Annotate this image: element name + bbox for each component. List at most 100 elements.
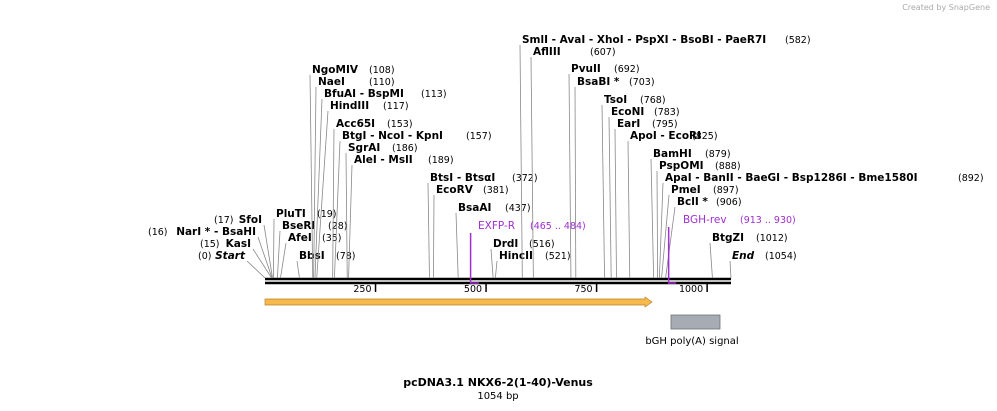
ruler-label: 750 bbox=[574, 284, 592, 295]
site-leader bbox=[313, 86, 317, 279]
site-leader bbox=[427, 182, 430, 279]
site-leader bbox=[276, 230, 281, 279]
site-position: (906) bbox=[716, 197, 742, 208]
primer-mark bbox=[469, 233, 479, 284]
site-name: SmlI - AvaI - XhoI - PspXI - BsoBI - Pae… bbox=[522, 34, 766, 46]
site-position: (117) bbox=[383, 101, 409, 112]
site-name: TsoI bbox=[604, 94, 627, 106]
site-name: PvuII bbox=[571, 63, 601, 75]
site-position: (28) bbox=[328, 221, 348, 232]
site-leader bbox=[661, 194, 670, 279]
site-name: BseRI bbox=[282, 220, 315, 232]
site-name: BbsI bbox=[299, 250, 325, 262]
site-position: (381) bbox=[483, 185, 509, 196]
site-name: ApoI - EcoRI bbox=[630, 130, 701, 142]
site-position: (437) bbox=[505, 203, 531, 214]
primer-mark bbox=[667, 227, 677, 284]
site-name: HindIII bbox=[330, 100, 369, 112]
site-leader bbox=[709, 242, 713, 279]
site-leader bbox=[494, 260, 498, 279]
site-leader bbox=[601, 104, 605, 279]
site-name: PspOMI bbox=[659, 160, 704, 172]
site-leader bbox=[332, 128, 335, 279]
site-name: EcoRV bbox=[436, 184, 474, 196]
site-leader bbox=[519, 44, 523, 279]
site-leader bbox=[257, 236, 273, 279]
site-position: (372) bbox=[512, 173, 538, 184]
site-position: (16) bbox=[148, 227, 168, 238]
map-title: pcDNA3.1 NKX6-2(1-40)-Venus bbox=[403, 376, 593, 389]
site-position: (521) bbox=[545, 251, 571, 262]
site-leader bbox=[252, 248, 272, 279]
site-position: (879) bbox=[705, 149, 731, 160]
site-name: AflIII bbox=[533, 46, 561, 58]
site-position: (516) bbox=[529, 239, 555, 250]
site-leader bbox=[296, 260, 300, 279]
site-leader bbox=[568, 73, 572, 279]
site-position: (153) bbox=[387, 119, 413, 130]
ruler-label: 250 bbox=[353, 284, 371, 295]
site-name: HincII bbox=[499, 250, 533, 262]
map-length: 1054 bp bbox=[477, 391, 518, 402]
site-leader bbox=[273, 218, 275, 279]
ruler-label: 1000 bbox=[679, 284, 703, 295]
site-position: (692) bbox=[614, 64, 640, 75]
site-leader bbox=[455, 212, 459, 279]
primer-range: (465 .. 484) bbox=[530, 221, 586, 232]
site-position: (783) bbox=[654, 107, 680, 118]
site-name: EcoNI bbox=[611, 106, 644, 118]
site-position: (1012) bbox=[756, 233, 788, 244]
primer-name: BGH-rev bbox=[683, 214, 727, 226]
site-name: PmeI bbox=[671, 184, 701, 196]
site-name: BsaBI * bbox=[577, 76, 620, 88]
credit: Created by SnapGene bbox=[902, 3, 990, 12]
site-name: BtsI - BtsαI bbox=[430, 172, 495, 184]
site-name: Start bbox=[215, 250, 246, 262]
site-position: (607) bbox=[590, 47, 616, 58]
site-position: (113) bbox=[421, 89, 447, 100]
site-position: (0) bbox=[198, 251, 211, 262]
site-position: (108) bbox=[369, 65, 395, 76]
site-position: (110) bbox=[369, 77, 395, 88]
site-leader bbox=[314, 98, 323, 279]
site-position: (795) bbox=[652, 119, 678, 130]
site-leader bbox=[345, 152, 348, 279]
site-position: (186) bbox=[392, 143, 418, 154]
site-leader bbox=[656, 170, 659, 279]
site-leader bbox=[280, 242, 287, 279]
primer-range: (913 .. 930) bbox=[740, 215, 796, 226]
site-position: (1054) bbox=[765, 251, 797, 262]
site-name: SgrAI bbox=[348, 142, 380, 154]
site-name: BtgZI bbox=[712, 232, 744, 244]
feature-box bbox=[670, 314, 721, 330]
site-leader bbox=[665, 206, 676, 279]
site-leader bbox=[627, 140, 631, 279]
site-position: (825) bbox=[692, 131, 718, 142]
site-name: NaeI bbox=[318, 76, 345, 88]
site-leader bbox=[574, 86, 577, 279]
site-name: KasI bbox=[226, 238, 251, 250]
site-position: (17) bbox=[214, 215, 234, 226]
site-name: NgoMIV bbox=[312, 64, 359, 76]
site-name: BsaAI bbox=[458, 202, 491, 214]
feature-arrow bbox=[264, 296, 653, 308]
site-leader bbox=[334, 140, 341, 279]
site-leader bbox=[348, 164, 353, 279]
site-position: (703) bbox=[629, 77, 655, 88]
site-name: DrdI bbox=[493, 238, 518, 250]
feature-label: bGH poly(A) signal bbox=[645, 336, 738, 347]
primer-name: EXFP-R bbox=[478, 220, 515, 232]
site-name: NarI * - BsaHI bbox=[176, 226, 256, 238]
site-name: EarI bbox=[617, 118, 640, 130]
site-name: End bbox=[732, 250, 755, 262]
site-name: ApaI - BanII - BaeGI - Bsp1286I - Bme158… bbox=[665, 172, 918, 184]
site-name: Acc65I bbox=[336, 118, 375, 130]
site-name: BfuAI - BspMI bbox=[324, 88, 404, 100]
site-leader bbox=[309, 74, 314, 279]
site-position: (892) bbox=[958, 173, 984, 184]
site-leader bbox=[433, 194, 435, 279]
site-position: (19) bbox=[317, 209, 337, 220]
ruler-label: 500 bbox=[464, 284, 482, 295]
site-name: BamHI bbox=[653, 148, 692, 160]
